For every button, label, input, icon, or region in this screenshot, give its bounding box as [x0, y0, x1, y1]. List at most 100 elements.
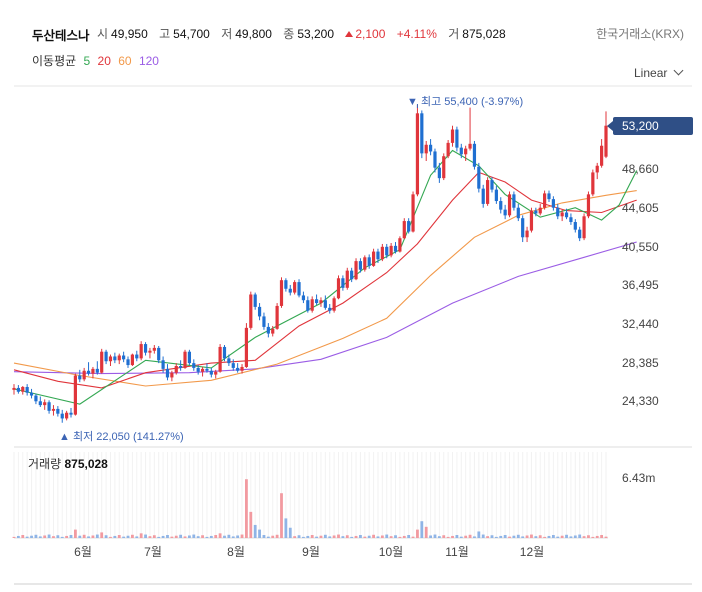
y-tick-label: 24,330: [622, 394, 659, 408]
volume-bar: [363, 536, 367, 538]
candle: [407, 221, 411, 232]
candle: [205, 368, 209, 371]
candle: [113, 356, 117, 361]
ma5-line: [13, 149, 638, 405]
volume-bar: [354, 535, 358, 538]
volume-bar: [78, 535, 82, 538]
volume-bar: [91, 535, 95, 538]
change-percent: +4.11%: [396, 27, 437, 41]
candle: [253, 294, 257, 307]
volume-bar: [126, 535, 130, 538]
candle: [310, 299, 314, 311]
candle: [275, 305, 279, 329]
volume-bar: [258, 529, 261, 538]
candle: [86, 370, 91, 374]
volume-bar: [131, 534, 134, 538]
candle: [271, 328, 275, 334]
volume-bar: [12, 536, 16, 538]
candle: [170, 372, 174, 378]
volume-bar: [525, 535, 529, 538]
scale-selector[interactable]: Linear: [634, 65, 684, 80]
volume-bar: [595, 535, 599, 538]
volume-bar: [43, 535, 47, 538]
candle: [262, 316, 266, 327]
candle: [100, 351, 104, 373]
candle: [428, 144, 433, 152]
candle: [25, 386, 29, 393]
volume-bar: [530, 534, 533, 538]
x-tick-label: 10월: [378, 545, 404, 559]
x-tick-label: 8월: [227, 545, 245, 559]
volume-bar: [122, 536, 126, 538]
candle: [446, 142, 450, 157]
volume-bar: [459, 536, 463, 538]
candle: [464, 148, 468, 155]
candle: [288, 288, 292, 293]
volume-axis-tick: 6.43m: [622, 471, 656, 485]
candle: [490, 180, 494, 190]
volume-bar: [170, 536, 174, 538]
volume-bar: [582, 536, 586, 538]
candle: [143, 344, 148, 353]
candle: [43, 402, 47, 406]
close-label: 종: [283, 27, 295, 41]
volume-bar: [100, 532, 104, 538]
y-tick-label: 36,495: [622, 278, 659, 292]
candle: [354, 261, 358, 280]
volume-bar: [262, 535, 266, 538]
x-tick-label: 7월: [144, 545, 162, 559]
volume-bar: [201, 535, 204, 538]
volume-bar: [534, 536, 538, 538]
close-value: 53,200: [297, 27, 335, 41]
candle: [56, 408, 60, 414]
ma-legend-60[interactable]: 60: [118, 54, 132, 68]
volume-bar: [280, 493, 283, 538]
candle: [82, 370, 86, 380]
volume-bar: [95, 534, 99, 538]
volume-bar: [538, 535, 542, 538]
candle: [332, 298, 336, 311]
candle: [556, 207, 560, 217]
candle: [218, 346, 222, 372]
candle: [560, 212, 564, 217]
volume-bar: [117, 535, 121, 538]
volume-bar: [205, 536, 209, 538]
candle: [472, 143, 477, 167]
volume-bar: [350, 536, 354, 538]
ma-legend-20[interactable]: 20: [97, 54, 111, 68]
candle: [108, 356, 113, 362]
volume-bar: [104, 535, 108, 538]
candle: [152, 347, 156, 351]
volume-bar: [152, 535, 156, 538]
moving-average-legend[interactable]: 이동평균 5 20 60 120: [32, 52, 163, 69]
candle: [336, 278, 341, 299]
volume-bar: [236, 535, 240, 538]
candle: [371, 251, 376, 266]
open-label: 시: [97, 27, 109, 41]
volume-bar: [455, 535, 459, 538]
volume-panel-title: 거래량: [28, 457, 62, 471]
candle: [398, 238, 402, 252]
quote-header: 두산테스나 시 49,950 고 54,700 저 49,800 종 53,200 2,…: [0, 20, 702, 44]
candle: [95, 368, 99, 373]
volume-bar: [196, 536, 200, 538]
candle: [564, 212, 569, 218]
candle: [192, 363, 196, 368]
volume-bar: [245, 479, 248, 538]
ma-legend-5[interactable]: 5: [83, 54, 91, 68]
candle: [486, 180, 490, 204]
volume-bar: [521, 536, 525, 538]
volume-bar: [569, 536, 573, 538]
candle: [415, 113, 420, 195]
ma-legend-120[interactable]: 120: [138, 54, 159, 68]
candle: [297, 282, 301, 296]
volume-bar: [319, 535, 323, 538]
volume-bar: [328, 536, 332, 538]
x-tick-label: 12월: [519, 545, 545, 559]
candle: [512, 194, 516, 208]
change-value: 2,100: [355, 27, 386, 41]
volume-bar: [25, 536, 29, 538]
candle: [350, 270, 354, 280]
volume-bar: [359, 535, 362, 538]
